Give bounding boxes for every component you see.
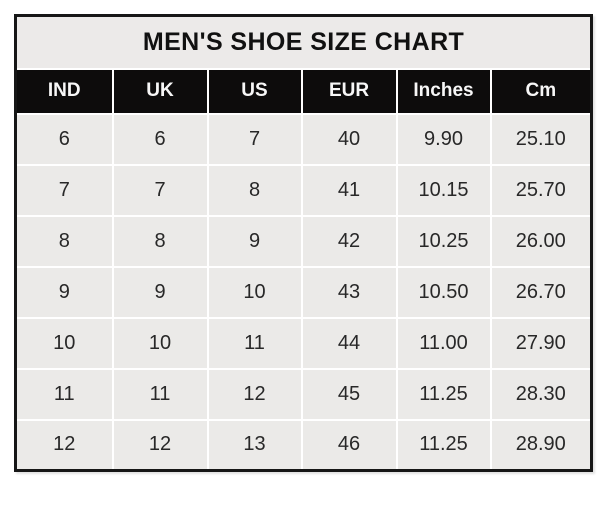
cell-us: 12	[206, 367, 303, 421]
cell-ind: 6	[14, 112, 114, 166]
cell-inches: 10.50	[395, 265, 492, 319]
cell-ind: 9	[14, 265, 114, 319]
cell-cm: 26.00	[489, 214, 593, 268]
cell-ind: 8	[14, 214, 114, 268]
cell-eur: 41	[300, 163, 398, 217]
column-header-ind: IND	[14, 67, 114, 115]
chart-title: MEN'S SHOE SIZE CHART	[14, 14, 593, 70]
cell-eur: 46	[300, 418, 398, 472]
cell-us: 7	[206, 112, 303, 166]
cell-uk: 8	[111, 214, 209, 268]
cell-eur: 45	[300, 367, 398, 421]
cell-inches: 11.25	[395, 418, 492, 472]
table-body: 6 6 7 40 9.90 25.10 7 7 8 41 10.15 25.70 8 8 9 42 10.25 2…	[14, 112, 593, 472]
cell-eur: 44	[300, 316, 398, 370]
table-row: 8 8 9 42 10.25 26.00	[14, 214, 593, 268]
cell-us: 13	[206, 418, 303, 472]
cell-eur: 43	[300, 265, 398, 319]
cell-uk: 6	[111, 112, 209, 166]
cell-cm: 26.70	[489, 265, 593, 319]
title-row: MEN'S SHOE SIZE CHART	[14, 14, 593, 70]
cell-uk: 12	[111, 418, 209, 472]
cell-eur: 42	[300, 214, 398, 268]
cell-inches: 11.00	[395, 316, 492, 370]
cell-uk: 11	[111, 367, 209, 421]
table-row: 7 7 8 41 10.15 25.70	[14, 163, 593, 217]
cell-cm: 25.10	[489, 112, 593, 166]
cell-inches: 10.15	[395, 163, 492, 217]
cell-eur: 40	[300, 112, 398, 166]
cell-ind: 11	[14, 367, 114, 421]
header-row: IND UK US EUR Inches Cm	[14, 67, 593, 115]
column-header-cm: Cm	[489, 67, 593, 115]
cell-inches: 9.90	[395, 112, 492, 166]
cell-us: 8	[206, 163, 303, 217]
column-header-inches: Inches	[395, 67, 492, 115]
table-row: 12 12 13 46 11.25 28.90	[14, 418, 593, 472]
cell-us: 9	[206, 214, 303, 268]
cell-cm: 27.90	[489, 316, 593, 370]
table-row: 9 9 10 43 10.50 26.70	[14, 265, 593, 319]
cell-ind: 10	[14, 316, 114, 370]
cell-inches: 10.25	[395, 214, 492, 268]
column-header-uk: UK	[111, 67, 209, 115]
cell-cm: 25.70	[489, 163, 593, 217]
page-background: MEN'S SHOE SIZE CHART IND UK US EUR Inches Cm…	[14, 14, 594, 472]
cell-us: 11	[206, 316, 303, 370]
cell-ind: 7	[14, 163, 114, 217]
cell-cm: 28.90	[489, 418, 593, 472]
table-row: 11 11 12 45 11.25 28.30	[14, 367, 593, 421]
cell-uk: 9	[111, 265, 209, 319]
cell-uk: 10	[111, 316, 209, 370]
column-header-us: US	[206, 67, 303, 115]
cell-us: 10	[206, 265, 303, 319]
table-row: 10 10 11 44 11.00 27.90	[14, 316, 593, 370]
shoe-size-chart-table: MEN'S SHOE SIZE CHART IND UK US EUR Inches Cm…	[14, 14, 594, 472]
cell-ind: 12	[14, 418, 114, 472]
table-row: 6 6 7 40 9.90 25.10	[14, 112, 593, 166]
column-header-eur: EUR	[300, 67, 398, 115]
cell-uk: 7	[111, 163, 209, 217]
cell-cm: 28.30	[489, 367, 593, 421]
cell-inches: 11.25	[395, 367, 492, 421]
